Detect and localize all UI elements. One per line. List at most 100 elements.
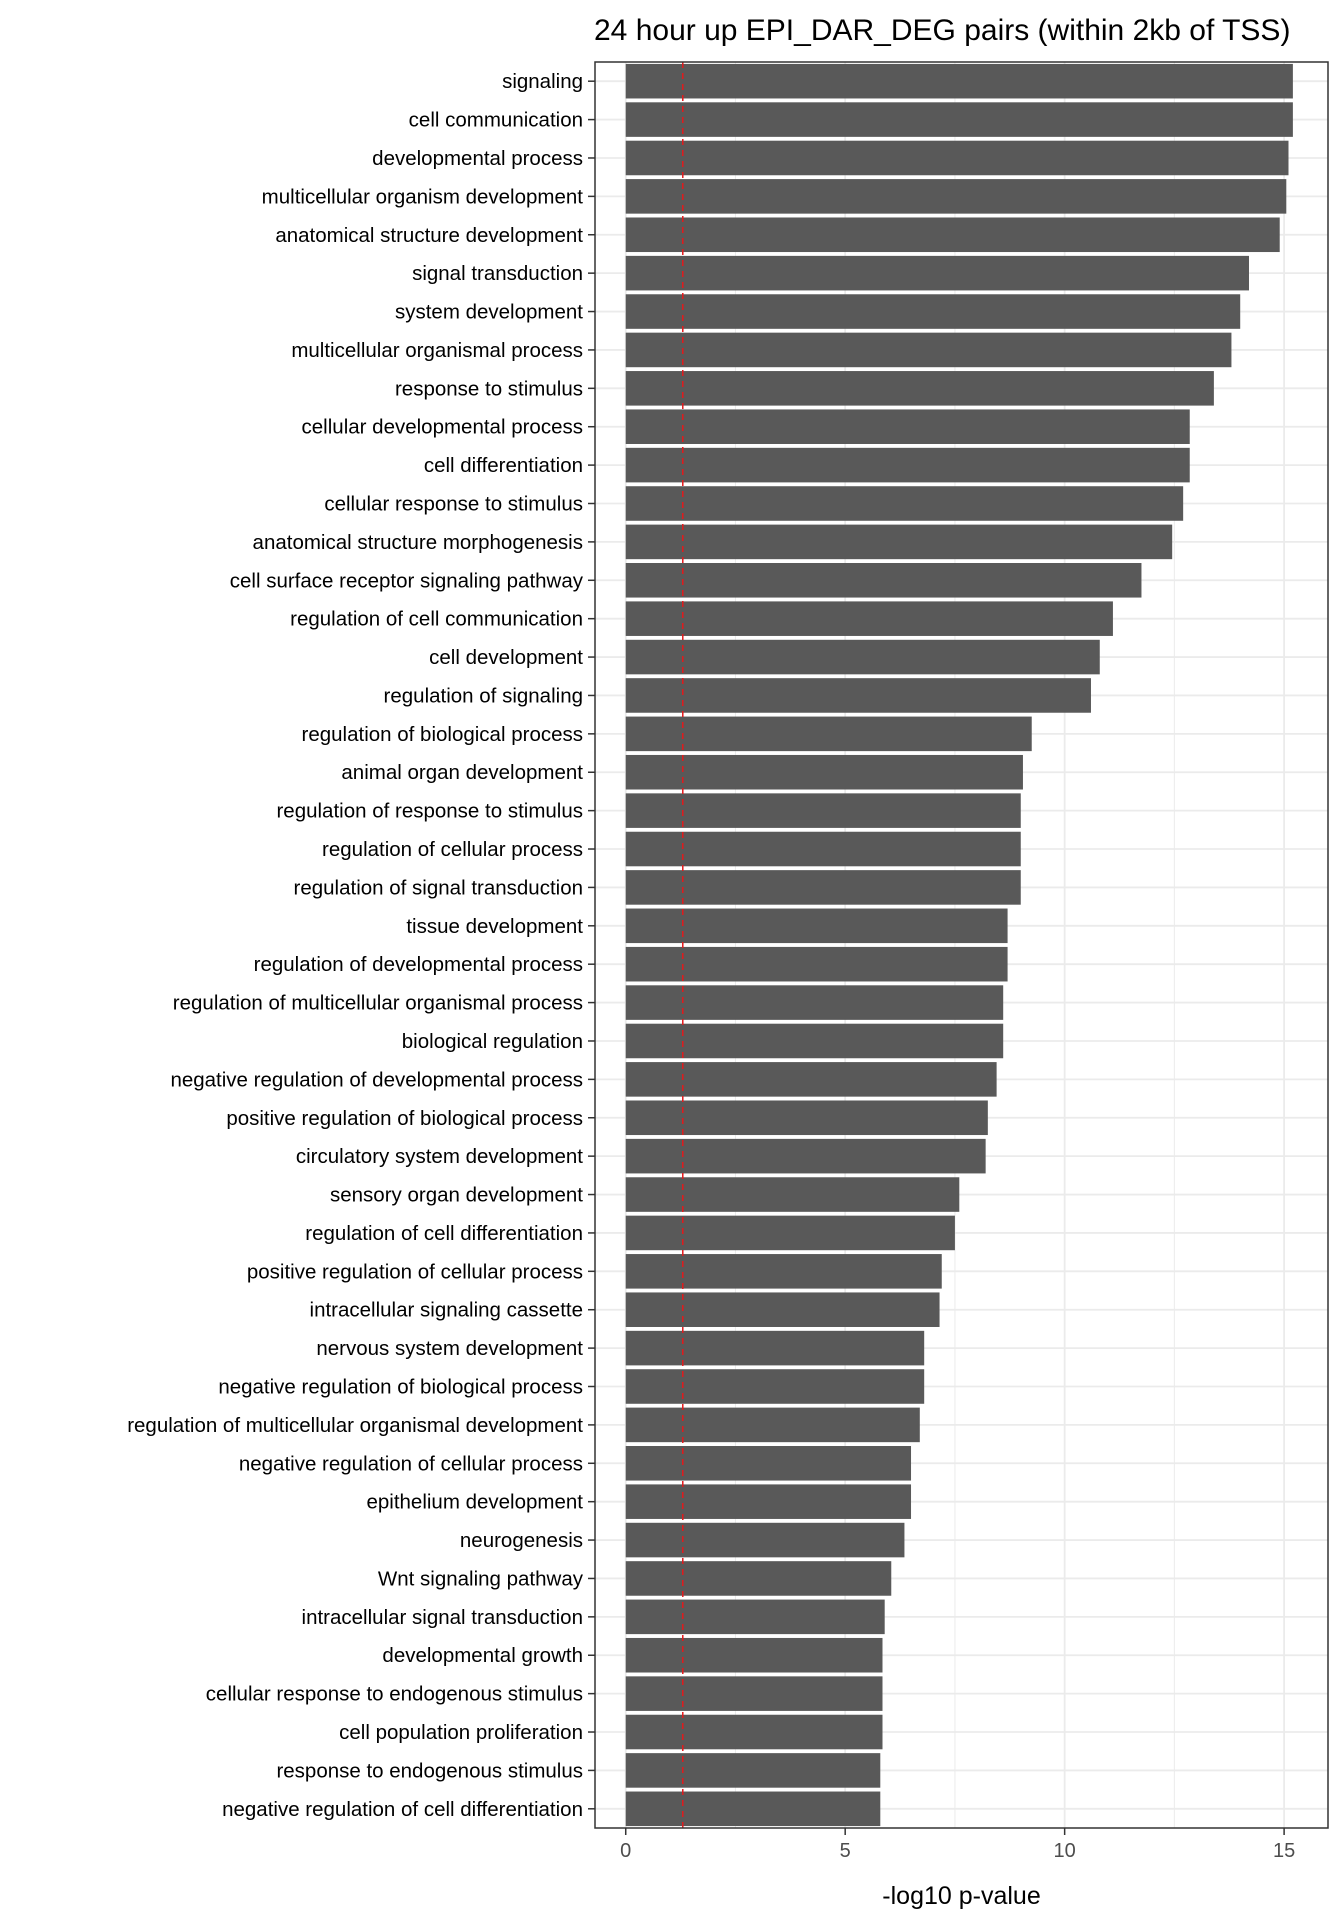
bar [625, 332, 1232, 368]
category-label: multicellular organismal process [291, 339, 583, 362]
category-label: cell development [429, 646, 583, 669]
category-label: system development [395, 301, 583, 324]
category-label: cell population proliferation [339, 1721, 583, 1744]
x-tick-label: 15 [1273, 1840, 1295, 1862]
bar [625, 140, 1289, 176]
panel-border [594, 61, 1329, 1829]
category-label: regulation of developmental process [254, 953, 583, 976]
bar [625, 486, 1184, 521]
category-label: epithelium development [366, 1491, 583, 1514]
category-label: anatomical structure morphogenesis [253, 531, 583, 554]
bar [625, 1292, 940, 1327]
bar [625, 1446, 912, 1481]
bar [625, 1637, 883, 1673]
category-label: negative regulation of cellular process [239, 1452, 583, 1475]
bar [625, 447, 1190, 483]
bar [625, 678, 1091, 713]
category-label: signal transduction [412, 262, 583, 285]
bar [625, 1599, 885, 1635]
category-label: positive regulation of biological proces… [226, 1107, 583, 1130]
category-label: cell surface receptor signaling pathway [230, 569, 584, 592]
bar [625, 793, 1021, 828]
bar [625, 946, 1008, 982]
bar [625, 716, 1032, 752]
category-label: negative regulation of developmental pro… [170, 1068, 583, 1091]
category-label: biological regulation [402, 1030, 583, 1053]
category-label: regulation of cell differentiation [305, 1222, 583, 1245]
category-label: sensory organ development [330, 1184, 583, 1207]
bar [625, 63, 1293, 99]
bar [625, 754, 1023, 790]
category-label: cellular response to stimulus [324, 493, 583, 516]
x-tick-label: 5 [840, 1840, 851, 1862]
bar [625, 1177, 960, 1212]
category-label: cell differentiation [424, 454, 583, 477]
bar [625, 1062, 997, 1097]
bar [625, 985, 1004, 1020]
bar [625, 1023, 1004, 1059]
bar [625, 1369, 925, 1404]
category-label: regulation of multicellular organismal d… [127, 1414, 583, 1437]
bar [625, 908, 1008, 944]
category-label: negative regulation of biological proces… [218, 1376, 583, 1399]
bar [625, 409, 1190, 444]
chart-title: 24 hour up EPI_DAR_DEG pairs (within 2kb… [594, 14, 1290, 47]
bar [625, 1791, 881, 1827]
bar [625, 102, 1293, 137]
category-label: cell communication [409, 109, 583, 132]
category-label: regulation of biological process [302, 723, 583, 746]
bar [625, 217, 1280, 253]
bar [625, 179, 1287, 214]
bar [625, 1100, 988, 1136]
bar [625, 1138, 986, 1174]
category-labels: signaling cell communication developmental… [127, 70, 595, 1821]
category-label: developmental growth [382, 1644, 583, 1667]
category-label: response to endogenous stimulus [276, 1759, 583, 1782]
category-label: multicellular organism development [262, 185, 584, 208]
bar [625, 563, 1142, 598]
category-label: neurogenesis [460, 1529, 583, 1552]
x-axis-title: -log10 p-value [882, 1882, 1040, 1910]
category-label: signaling [502, 70, 583, 93]
category-label: cellular developmental process [302, 416, 583, 439]
category-label: circulatory system development [296, 1145, 583, 1168]
bar [625, 1254, 942, 1289]
bar [625, 1561, 892, 1596]
category-label: animal organ development [341, 761, 583, 784]
category-label: positive regulation of cellular process [247, 1260, 583, 1283]
category-label: regulation of multicellular organismal p… [173, 992, 583, 1015]
bar [625, 1484, 912, 1519]
bar [625, 1330, 925, 1366]
category-label: regulation of signaling [384, 684, 583, 707]
category-label: regulation of signal transduction [294, 876, 583, 899]
category-label: tissue development [406, 915, 583, 938]
bar [625, 639, 1100, 675]
category-label: regulation of cellular process [322, 838, 583, 861]
bar [625, 831, 1021, 867]
x-axis: 0 5 10 15 [620, 1828, 1295, 1862]
category-label: intracellular signal transduction [302, 1606, 583, 1629]
bar [625, 1753, 881, 1788]
category-label: response to stimulus [395, 377, 583, 400]
bar [625, 524, 1173, 560]
bar [625, 1714, 883, 1750]
category-label: regulation of cell communication [290, 608, 583, 631]
bar [625, 870, 1021, 905]
x-tick-label: 10 [1054, 1840, 1076, 1862]
bar [625, 1522, 905, 1558]
bar [625, 601, 1113, 636]
category-label: regulation of response to stimulus [276, 800, 583, 823]
category-label: developmental process [372, 147, 583, 170]
category-label: Wnt signaling pathway [378, 1567, 584, 1590]
category-label: negative regulation of cell differentiat… [222, 1798, 583, 1821]
bars [625, 63, 1293, 1827]
bar [625, 1407, 920, 1443]
bar [625, 1676, 883, 1711]
bar [625, 294, 1241, 329]
bar [625, 255, 1249, 291]
category-label: anatomical structure development [275, 224, 583, 247]
x-tick-label: 0 [620, 1840, 631, 1862]
category-label: intracellular signaling cassette [310, 1299, 583, 1322]
